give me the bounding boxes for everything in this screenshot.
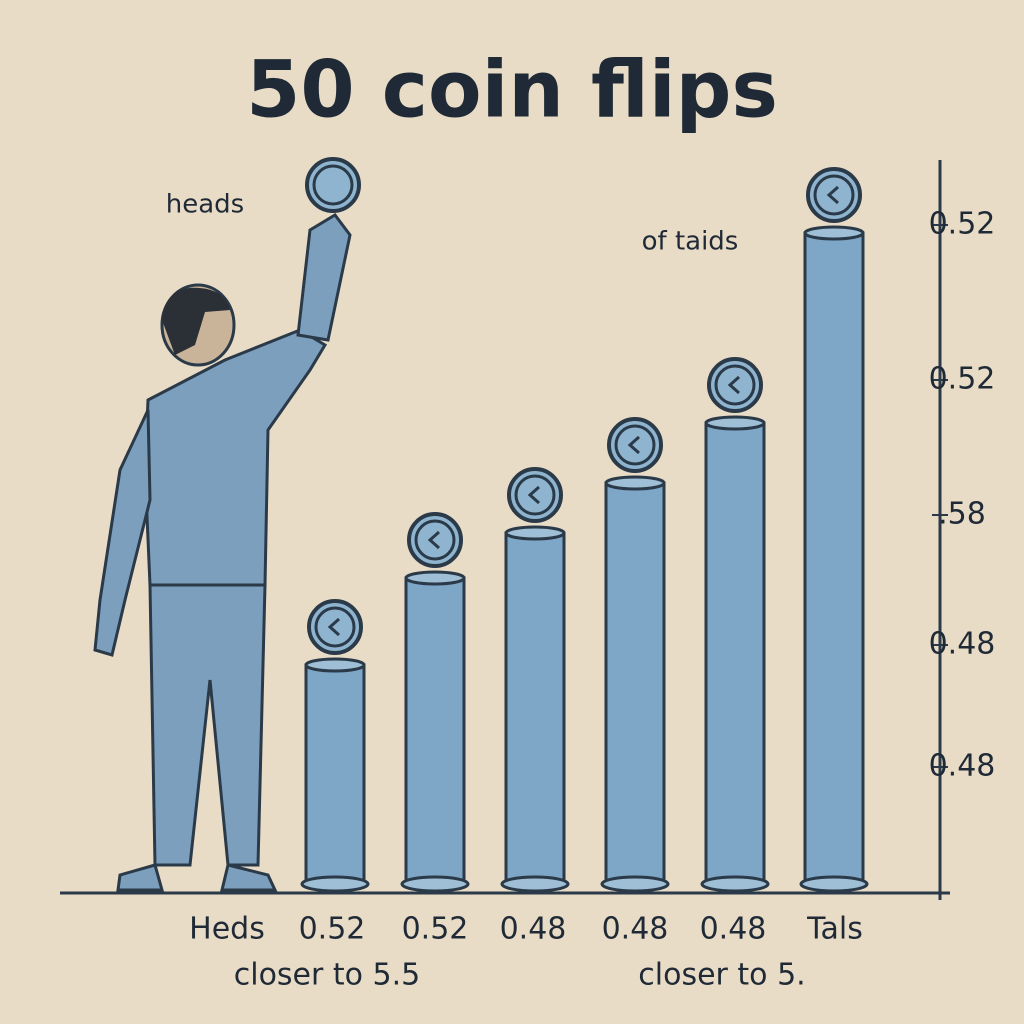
bar bbox=[504, 531, 566, 882]
bar-base bbox=[600, 875, 670, 893]
bar-base bbox=[799, 875, 869, 893]
axis-label: .58 bbox=[938, 497, 986, 532]
coin-mark bbox=[727, 375, 740, 395]
bottom-label: Tals bbox=[806, 912, 863, 947]
bar-cap bbox=[803, 225, 865, 241]
bar bbox=[604, 481, 666, 882]
bar bbox=[404, 576, 466, 882]
coin-inner bbox=[614, 424, 656, 466]
bottom-label: 0.48 bbox=[602, 912, 669, 947]
coin-inner bbox=[414, 519, 456, 561]
coin-mark bbox=[627, 435, 640, 455]
bottom-labels: Heds 0.52 0.52 0.48 0.48 0.48 Tals bbox=[189, 912, 863, 947]
coin-mark bbox=[826, 185, 839, 205]
bar-cap bbox=[304, 657, 366, 673]
annotation: of taids bbox=[642, 227, 739, 257]
title: 50 coin flips bbox=[246, 45, 778, 135]
coin-inner bbox=[813, 174, 855, 216]
bar-base bbox=[300, 875, 370, 893]
bar-cap bbox=[604, 475, 666, 491]
bar bbox=[803, 231, 865, 882]
bar bbox=[704, 421, 766, 882]
axis-label: 0.52 bbox=[929, 362, 996, 397]
bottom-label: 0.48 bbox=[700, 912, 767, 947]
caption: closer to 5. bbox=[638, 958, 805, 993]
person bbox=[93, 213, 352, 892]
bar bbox=[304, 663, 366, 882]
bottom-label: Heds bbox=[189, 912, 265, 947]
bar-cap bbox=[704, 415, 766, 431]
right-axis: 0.52 0.52 .58 0.48 0.48 bbox=[929, 207, 996, 784]
coin-inner bbox=[514, 474, 556, 516]
coin-mark bbox=[527, 485, 540, 505]
coin-inner bbox=[312, 164, 354, 206]
bottom-label: 0.48 bbox=[500, 912, 567, 947]
bar-base bbox=[500, 875, 570, 893]
axis-label: 0.48 bbox=[929, 627, 996, 662]
coin-mark bbox=[327, 617, 340, 637]
caption: closer to 5.5 bbox=[234, 958, 421, 993]
bar-base bbox=[400, 875, 470, 893]
bars bbox=[300, 157, 869, 893]
coin-mark bbox=[427, 530, 440, 550]
bottom-label: 0.52 bbox=[299, 912, 366, 947]
axis-label: 0.52 bbox=[929, 207, 996, 242]
axis-label: 0.48 bbox=[929, 749, 996, 784]
bottom-label: 0.52 bbox=[402, 912, 469, 947]
bar-base bbox=[700, 875, 770, 893]
annotation: heads bbox=[166, 190, 244, 220]
coin-inner bbox=[714, 364, 756, 406]
bar-cap bbox=[504, 525, 566, 541]
bar-cap bbox=[404, 570, 466, 586]
coin-inner bbox=[314, 606, 356, 648]
